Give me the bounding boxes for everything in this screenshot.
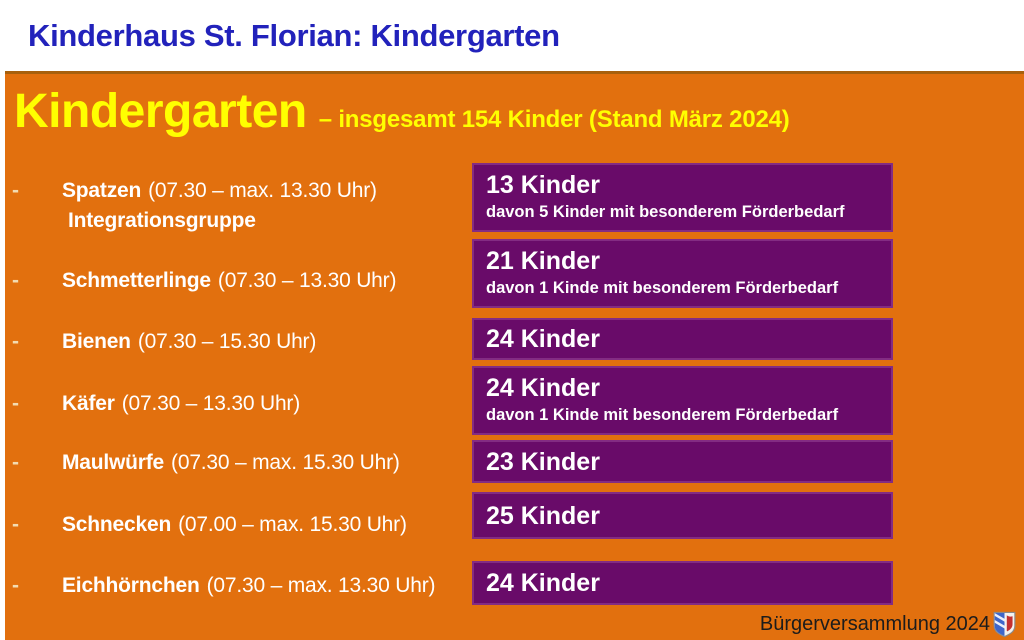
group-item-maulwuerfe: - Maulwürfe (07.30 – max. 15.30 Uhr) [12,448,467,478]
count-box-bienen: 24 Kinder [472,318,893,360]
group-line: Bienen (07.30 – 15.30 Uhr) [62,327,316,357]
group-line: Spatzen (07.30 – max. 13.30 Uhr) [62,176,377,206]
count-main: 23 Kinder [486,447,600,476]
count-note: davon 5 Kinder mit besonderem Förderbeda… [486,203,845,221]
count-main: 24 Kinder [486,374,600,402]
group-time: (07.00 – max. 15.30 Uhr) [178,513,407,536]
group-item-eichhoernchen: - Eichhörnchen (07.30 – max. 13.30 Uhr) [12,571,467,601]
group-time: (07.30 – max. 13.30 Uhr) [206,574,436,597]
group-item-schnecken: - Schnecken (07.00 – max. 15.30 Uhr) [12,510,467,540]
group-name: Schmetterlinge [62,269,211,292]
bullet-dash: - [12,451,19,474]
footer: Bürgerversammlung 2024 [760,611,1016,638]
count-main: 24 Kinder [486,325,600,353]
group-time: (07.30 – max. 15.30 Uhr) [171,451,400,474]
panel-heading: Kindergarten – insgesamt 154 Kinder (Sta… [14,84,790,139]
count-main: 13 Kinder [486,171,600,199]
group-subname: Integrationsgruppe [68,209,256,232]
group-time: (07.30 – 13.30 Uhr) [217,269,397,292]
coat-of-arms-icon [993,611,1016,638]
count-main: 24 Kinder [486,569,600,597]
count-main: 25 Kinder [486,501,600,530]
group-item-schmetterlinge: - Schmetterlinge (07.30 – 13.30 Uhr) [12,266,467,296]
group-item-kaefer: - Käfer (07.30 – 13.30 Uhr) [12,389,467,419]
group-time: (07.30 – 15.30 Uhr) [137,330,317,353]
group-name: Spatzen [62,179,142,202]
count-box-maulwuerfe: 23 Kinder [472,440,893,483]
group-line: Käfer (07.30 – 13.30 Uhr) [62,389,300,419]
count-box-eichhoernchen: 24 Kinder [472,561,893,605]
group-name: Maulwürfe [62,451,165,474]
count-box-kaefer: 24 Kinder davon 1 Kinde mit besonderem F… [472,366,893,435]
group-item-bienen: - Bienen (07.30 – 15.30 Uhr) [12,327,467,357]
bullet-dash: - [12,574,19,597]
group-line: Schnecken (07.00 – max. 15.30 Uhr) [62,510,407,540]
count-box-spatzen: 13 Kinder davon 5 Kinder mit besonderem … [472,163,893,232]
group-name: Schnecken [62,513,172,536]
bullet-dash: - [12,330,19,353]
page-title: Kinderhaus St. Florian: Kindergarten [28,18,560,53]
count-main: 21 Kinder [486,247,600,275]
count-box-schmetterlinge: 21 Kinder davon 1 Kinde mit besonderem F… [472,239,893,308]
count-box-schnecken: 25 Kinder [472,492,893,539]
group-name: Käfer [62,392,115,415]
bullet-dash: - [12,269,19,292]
count-note: davon 1 Kinde mit besonderem Förderbedar… [486,279,839,297]
bullet-dash: - [12,179,19,202]
bullet-dash: - [12,513,19,536]
count-note: davon 1 Kinde mit besonderem Förderbedar… [486,406,839,424]
heading-kindergarten: Kindergarten [14,85,307,138]
group-name: Bienen [62,330,131,353]
group-line: Schmetterlinge (07.30 – 13.30 Uhr) [62,266,396,296]
group-line: Eichhörnchen (07.30 – max. 13.30 Uhr) [62,571,435,601]
group-name: Eichhörnchen [62,574,200,597]
heading-subtitle: – insgesamt 154 Kinder (Stand März 2024) [318,106,790,133]
group-item-spatzen: - Spatzen (07.30 – max. 13.30 Uhr) Integr… [12,176,467,236]
bullet-dash: - [12,392,19,415]
group-time: (07.30 – max. 13.30 Uhr) [148,179,377,202]
group-line: Maulwürfe (07.30 – max. 15.30 Uhr) [62,448,400,478]
group-time: (07.30 – 13.30 Uhr) [121,392,301,415]
footer-text: Bürgerversammlung 2024 [759,613,990,635]
